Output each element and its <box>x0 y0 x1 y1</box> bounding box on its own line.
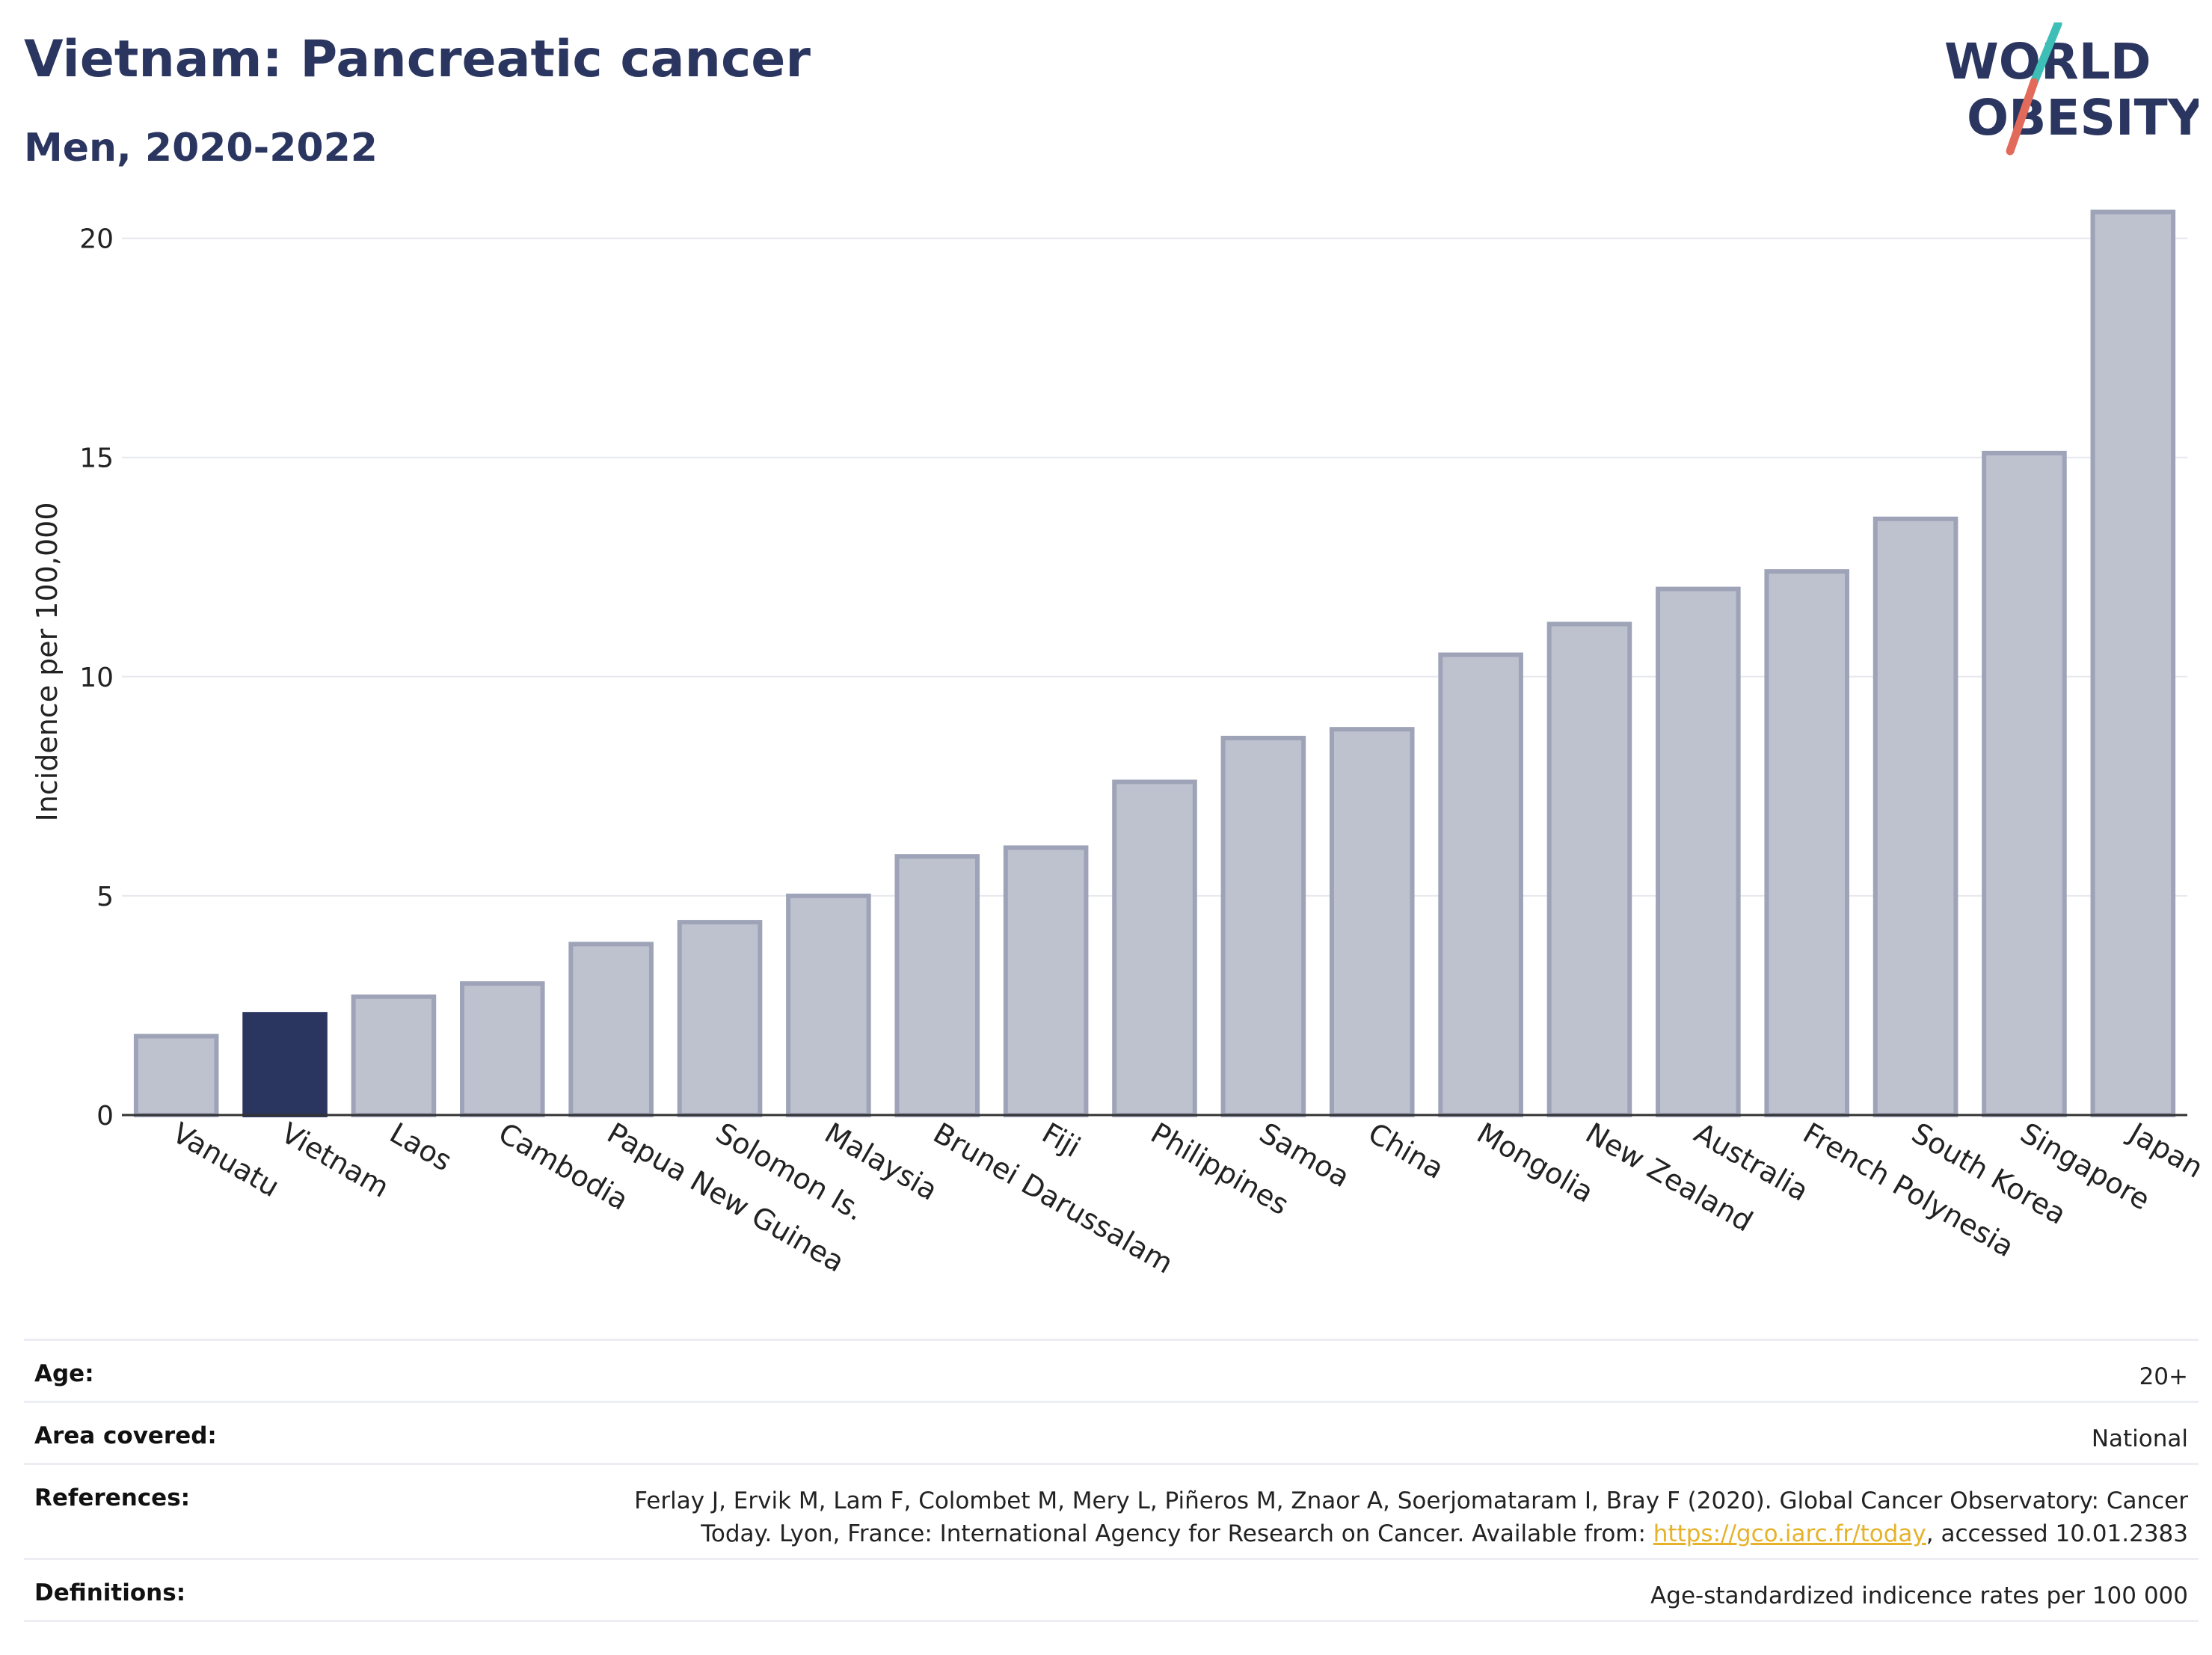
bar-cambodia <box>460 981 545 1117</box>
references-line1: Ferlay J, Ervik M, Lam F, Colombet M, Me… <box>634 1487 2188 1514</box>
x-tick-label: Japan <box>2122 1116 2209 1185</box>
bar-french-polynesia <box>1764 569 1849 1117</box>
meta-row-definitions: Definitions: Age-standardized indicence … <box>24 1558 2199 1622</box>
y-tick-label: 20 <box>79 224 114 255</box>
bar-papua-new-guinea <box>568 942 654 1118</box>
bar-solomon-is- <box>677 920 763 1117</box>
logo-slash-top <box>2030 22 2062 87</box>
bar-vanuatu <box>133 1034 219 1117</box>
meta-age-label: Age: <box>34 1360 94 1387</box>
bar-philippines <box>1112 779 1197 1117</box>
meta-definitions-value: Age-standardized indicence rates per 100… <box>1650 1582 2188 1609</box>
bar-singapore <box>1982 450 2067 1117</box>
y-tick-label: 15 <box>79 443 114 474</box>
y-tick-label: 10 <box>79 663 114 693</box>
y-axis-label: Incidence per 100,000 <box>31 502 64 821</box>
references-link[interactable]: https://gco.iarc.fr/today <box>1653 1520 1926 1547</box>
x-tick-label: Mongolia <box>1472 1117 1600 1209</box>
world-obesity-logo: WORLD OBESITY <box>1944 22 2199 156</box>
bar-brunei-darussalam <box>894 854 980 1117</box>
meta-age-value: 20+ <box>2139 1363 2188 1390</box>
bar-new-zealand <box>1546 621 1632 1117</box>
meta-references-label: References: <box>34 1484 191 1511</box>
meta-area-label: Area covered: <box>34 1422 217 1449</box>
meta-row-age: Age: 20+ <box>24 1339 2199 1401</box>
chart-title: Vietnam: Pancreatic cancer <box>24 30 811 89</box>
meta-area-value: National <box>2091 1425 2188 1452</box>
bar-mongolia <box>1438 652 1523 1117</box>
bar-south-korea <box>1872 516 1958 1117</box>
bar-vietnam <box>242 1012 328 1117</box>
bar-malaysia <box>786 893 871 1118</box>
meta-row-references: References: Ferlay J, Ervik M, Lam F, Co… <box>24 1463 2199 1558</box>
references-line2-post: , accessed 10.01.2383 <box>1926 1520 2188 1547</box>
metadata-table: Age: 20+ Area covered: National Referenc… <box>24 1339 2199 1622</box>
x-tick-label: Vanuatu <box>167 1117 285 1203</box>
bar-japan <box>2090 209 2176 1117</box>
bar-fiji <box>1003 845 1089 1118</box>
x-tick-label: Fiji <box>1036 1117 1086 1164</box>
chart-subtitle: Men, 2020-2022 <box>24 126 378 171</box>
bar-samoa <box>1220 735 1306 1118</box>
references-line2-pre: Today. Lyon, France: International Agenc… <box>701 1520 1653 1547</box>
x-tick-label: Laos <box>384 1117 458 1178</box>
meta-definitions-label: Definitions: <box>34 1579 186 1606</box>
meta-row-area: Area covered: National <box>24 1401 2199 1463</box>
logo-line2: OBESITY <box>1967 89 2199 147</box>
y-axis-ticks: 0 5 10 15 20 <box>79 224 114 1132</box>
x-tick-label: China <box>1362 1117 1449 1185</box>
bar-china <box>1329 727 1415 1117</box>
bar-australia <box>1656 586 1741 1117</box>
bar-laos <box>351 994 437 1117</box>
y-tick-label: 5 <box>96 882 114 912</box>
logo-slash-bottom <box>2006 78 2039 156</box>
x-tick-label: Vietnam <box>276 1117 395 1204</box>
y-tick-label: 0 <box>96 1101 114 1132</box>
bars <box>122 209 2187 1118</box>
meta-references-value: Ferlay J, Ervik M, Lam F, Colombet M, Me… <box>634 1465 2188 1558</box>
